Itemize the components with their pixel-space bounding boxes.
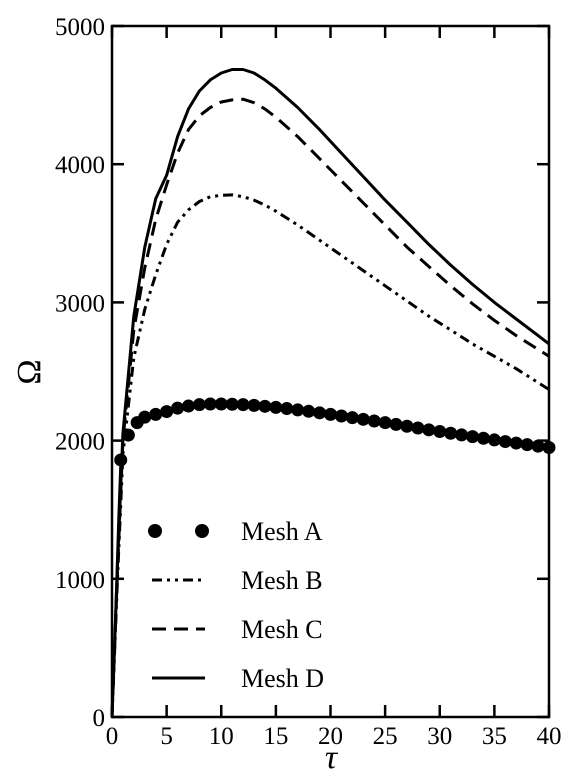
y-tick-label: 5000 — [55, 14, 105, 41]
series-line-mesh-b — [110, 193, 550, 718]
x-axis-label: τ — [325, 739, 339, 776]
x-tick-label: 15 — [263, 723, 288, 750]
data-point — [542, 441, 556, 455]
data-point — [160, 405, 174, 419]
data-point — [378, 416, 392, 430]
legend-label: Mesh B — [241, 566, 323, 595]
data-point — [225, 397, 239, 411]
legend-item: Mesh A — [148, 517, 323, 546]
x-tick-label: 20 — [318, 723, 343, 750]
data-point — [258, 399, 272, 413]
plot-frame — [110, 24, 551, 719]
legend-label: Mesh C — [241, 615, 323, 644]
data-point — [247, 398, 261, 412]
data-point — [291, 403, 305, 417]
data-point — [269, 400, 283, 414]
y-tick-label: 3000 — [55, 290, 105, 317]
x-tick-label: 5 — [160, 723, 173, 750]
data-point — [476, 431, 490, 445]
data-point — [192, 398, 206, 412]
data-point — [433, 424, 447, 438]
x-tick-label: 35 — [482, 723, 507, 750]
x-tick-label: 25 — [373, 723, 398, 750]
data-point — [324, 407, 337, 421]
series-line-mesh-d — [110, 68, 550, 718]
data-point — [345, 411, 359, 425]
y-tick-label: 0 — [93, 705, 106, 732]
data-point — [356, 412, 370, 426]
data-point — [181, 399, 195, 413]
data-point — [509, 436, 523, 450]
data-point — [313, 406, 327, 420]
data-point — [520, 438, 534, 452]
data-point — [334, 409, 348, 423]
data-point — [455, 428, 469, 442]
data-point — [466, 430, 480, 444]
data-point — [531, 439, 545, 453]
legend: Mesh A Mesh B Mesh C Mesh D — [148, 517, 324, 693]
data-point — [444, 426, 458, 440]
y-tick-label: 1000 — [55, 567, 105, 594]
data-point — [411, 421, 425, 435]
data-point — [171, 401, 185, 415]
data-point — [149, 407, 163, 421]
ticks: 0 5 10 15 20 25 30 35 40 0 1000 2000 3000 4000 5000 — [55, 14, 562, 750]
data-point — [498, 435, 512, 449]
data-point — [422, 423, 436, 437]
legend-label: Mesh D — [241, 664, 324, 693]
x-tick-label: 40 — [537, 723, 562, 750]
data-point — [138, 410, 152, 424]
series-mesh-a-markers — [110, 397, 556, 718]
series-line-mesh-c — [110, 97, 550, 718]
x-tick-label: 0 — [106, 723, 119, 750]
legend-item: Mesh D — [152, 664, 324, 693]
data-point — [367, 414, 381, 428]
y-axis-label: Ω — [11, 359, 48, 384]
data-point — [487, 433, 501, 447]
legend-marker — [148, 524, 162, 538]
legend-label: Mesh A — [241, 517, 323, 546]
legend-item: Mesh B — [152, 566, 323, 595]
data-point — [389, 417, 403, 431]
data-point — [214, 397, 228, 411]
data-point — [203, 397, 217, 411]
y-tick-label: 4000 — [55, 152, 105, 179]
data-point — [280, 402, 294, 416]
legend-item: Mesh C — [152, 615, 323, 644]
data-point — [400, 419, 414, 433]
legend-marker — [195, 524, 209, 538]
y-tick-label: 2000 — [55, 429, 105, 456]
x-tick-label: 10 — [209, 723, 234, 750]
x-tick-label: 30 — [427, 723, 452, 750]
data-point — [236, 398, 250, 412]
data-point — [302, 404, 316, 418]
series-group — [110, 68, 556, 718]
